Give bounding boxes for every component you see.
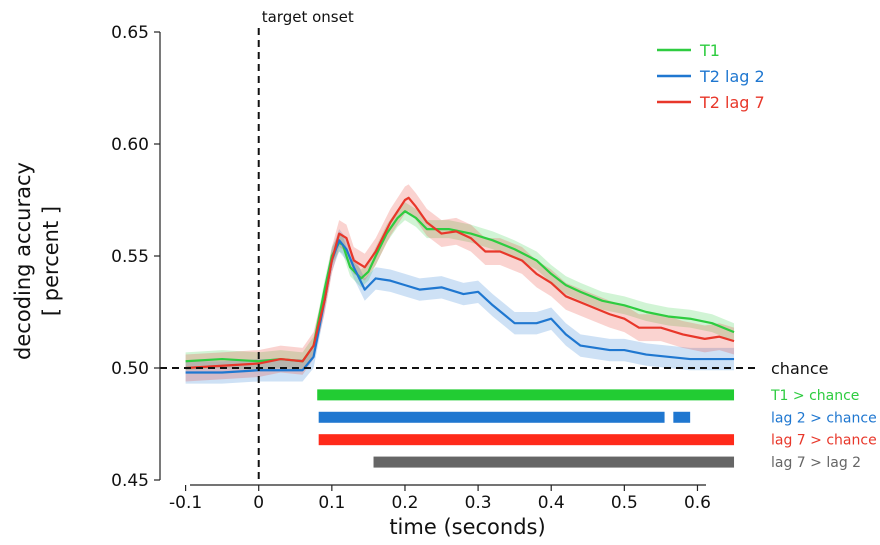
line-series-3 [185,196,735,370]
legend-label-2: T2 lag 2 [699,67,765,86]
axes: 0.45 0.50 0.55 0.60 0.65 -0.1 0 0.1 0.2 0.3 0.4 0.5… [111,23,711,513]
x-axis-label: time (seconds) [389,515,545,539]
legend: T1 T2 lag 2 T2 lag 7 [657,41,765,112]
y-tick-label-5: 0.65 [111,23,149,43]
sig-bar-2-segment-2 [673,411,691,423]
reference-lines: chance target onset [160,8,829,480]
sig-bar-4-segment-1 [373,456,735,468]
line-series-1 [185,210,735,363]
y-axis-label-line-1: decoding accuracy [11,162,35,360]
y-axis-label-line-2: [ percent ] [39,206,63,316]
sig-bar-label-4: lag 7 > lag 2 [771,455,861,471]
ci-band-series-2 [185,229,735,384]
ci-band-series-1 [185,202,735,371]
x-tick-label-5: 0.3 [465,493,492,513]
x-tick-label-6: 0.4 [538,493,565,513]
x-tick-label-1: -0.1 [169,493,202,513]
legend-label-1: T1 [699,41,720,60]
ci-band-series-3 [185,184,735,382]
sig-bar-1-segment-1 [317,389,735,401]
onset-label: target onset [262,8,354,26]
x-tick-label-7: 0.5 [611,493,638,513]
sig-bar-label-2: lag 2 > chance [771,410,877,426]
legend-label-3: T2 lag 7 [699,93,765,112]
y-tick-label-3: 0.55 [111,247,149,267]
x-tick-label-8: 0.6 [684,493,711,513]
x-tick-label-4: 0.2 [391,493,418,513]
series-lines [185,196,735,374]
confidence-bands [185,184,735,384]
significance-bars: T1 > chance lag 2 > chance lag 7 > chance l… [317,388,877,471]
sig-bar-2-segment-1 [318,411,665,423]
sig-bar-label-3: lag 7 > chance [771,433,877,449]
sig-bar-3-segment-1 [318,434,735,446]
y-tick-label-2: 0.50 [111,359,149,379]
x-tick-label-2: 0 [253,493,264,513]
sig-bar-label-1: T1 > chance [770,388,859,404]
chance-label: chance [771,359,829,378]
chart-labels: time (seconds) decoding accuracy[ percent… [11,162,546,539]
x-tick-label-3: 0.1 [318,493,345,513]
line-series-2 [185,239,735,374]
y-tick-label-1: 0.45 [111,471,149,491]
y-tick-label-4: 0.60 [111,135,149,155]
